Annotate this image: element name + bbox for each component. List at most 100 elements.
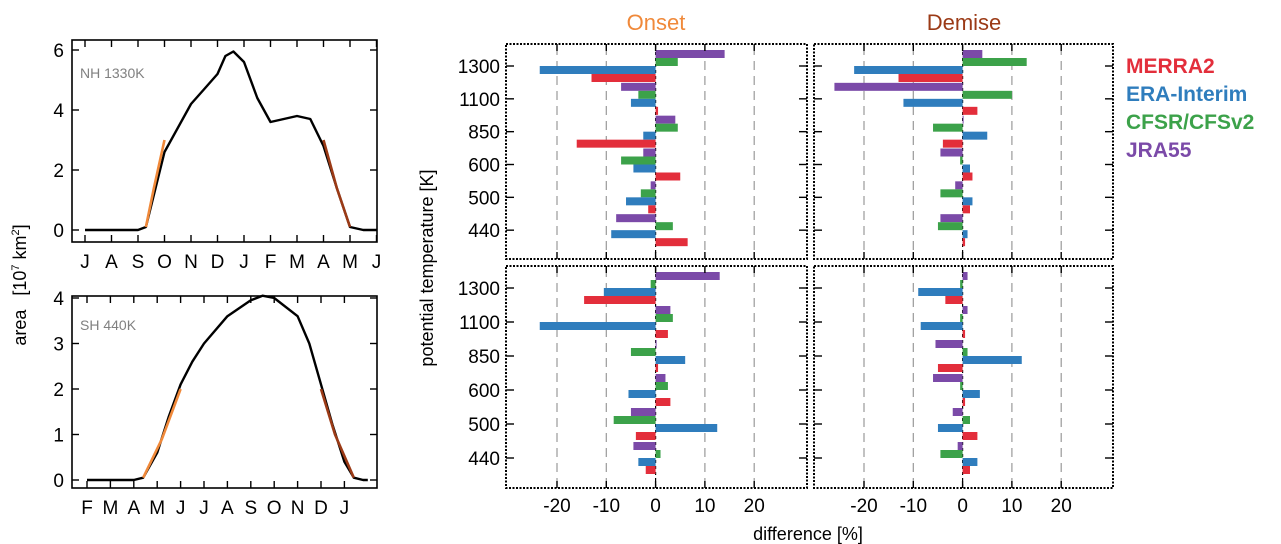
bar-jra55-500 — [955, 181, 963, 190]
difference-bar-panels: 1300 1100 850 600 500 440 1300 1100 850 600 500 440… — [458, 43, 1114, 517]
x-tick-label: J — [176, 498, 186, 519]
demise-top-panel — [813, 43, 1114, 260]
bar-merra2-1100 — [962, 330, 966, 338]
left-ylabel: area[107 km2] — [10, 224, 30, 345]
theta-tick-label: 600 — [468, 381, 500, 402]
y-tick-label: 4 — [53, 101, 64, 122]
theta-tick-label: 850 — [468, 347, 500, 368]
bar-jra55-1300 — [962, 50, 983, 58]
bar-cfsr-cfsv2-500 — [640, 189, 656, 198]
y-tick-label: 1 — [53, 426, 64, 447]
x-tick-label: M — [342, 252, 358, 273]
y-tick-label: 0 — [53, 221, 64, 242]
bar-cfsr-cfsv2-1100 — [638, 90, 656, 99]
diff-tick-label: 0 — [957, 496, 968, 517]
bar-cfsr-cfsv2-440 — [655, 222, 673, 231]
y-tick-label: 2 — [53, 380, 64, 401]
bar-era-interim-1300 — [918, 288, 963, 296]
panel-annotation: NH 1330K — [80, 65, 145, 81]
panel-frame — [71, 295, 378, 489]
bar-era-interim-440 — [638, 458, 656, 466]
theta-tick-label: 500 — [468, 188, 500, 209]
bar-jra55-1100 — [655, 306, 671, 314]
x-tick-label: O — [267, 498, 282, 519]
bar-merra2-850 — [942, 139, 963, 148]
x-tick-label: A — [127, 498, 140, 519]
panel-annotation: SH 440K — [80, 317, 137, 333]
bar-era-interim-1100 — [903, 98, 963, 107]
bar-merra2-1100 — [962, 106, 978, 115]
diff-tick-label: -10 — [900, 496, 927, 517]
bar-cfsr-cfsv2-600 — [655, 382, 668, 390]
bar-merra2-600 — [655, 398, 671, 406]
bar-era-interim-1300 — [539, 66, 656, 74]
bar-era-interim-1300 — [603, 288, 656, 296]
x-tick-label: J — [239, 252, 249, 273]
bar-jra55-850 — [962, 115, 964, 124]
bar-era-interim-440 — [962, 230, 968, 239]
bar-jra55-600 — [643, 148, 656, 157]
bar-cfsr-cfsv2-850 — [962, 348, 968, 356]
bar-jra55-1100 — [621, 82, 656, 91]
bar-cfsr-cfsv2-600 — [621, 156, 656, 165]
bar-cfsr-cfsv2-500 — [940, 189, 963, 198]
theta-tick-label: 440 — [468, 221, 500, 242]
y-tick-label: 4 — [53, 289, 64, 310]
bar-jra55-600 — [655, 374, 666, 382]
y-tick-labels: 0 1 2 3 4 — [53, 289, 377, 492]
bar-merra2-1300 — [591, 74, 656, 82]
bar-cfsr-cfsv2-1300 — [962, 58, 1027, 66]
y-tick-label: 6 — [53, 41, 64, 62]
onset-line — [142, 388, 182, 479]
diff-tick-label: 10 — [1001, 496, 1022, 517]
x-tick-label: M — [149, 498, 165, 519]
series-lines — [87, 294, 368, 482]
bar-era-interim-850 — [655, 356, 686, 364]
bar-merra2-850 — [655, 364, 659, 372]
bar-era-interim-1100 — [920, 322, 963, 330]
legend-jra55: JRA55 — [1126, 139, 1192, 162]
bar-jra55-1100 — [962, 306, 968, 314]
theta-tick-label: 440 — [468, 449, 500, 470]
bar-era-interim-850 — [643, 131, 656, 140]
panel-frame — [813, 43, 1114, 260]
bar-jra55-1300 — [655, 272, 720, 280]
bar-merra2-1300 — [945, 296, 963, 304]
bar-merra2-500 — [962, 432, 978, 440]
demise-line — [319, 388, 355, 479]
bar-era-interim-440 — [962, 458, 978, 466]
panel-frame — [505, 43, 808, 260]
x-axis-label: difference [%] — [753, 524, 863, 544]
bar-jra55-500 — [650, 181, 656, 190]
bar-jra55-440 — [616, 214, 656, 223]
onset-bottom-panel: 1300 1100 850 600 500 440 -20 -10 0 10 20 — [458, 265, 808, 517]
diff-tick-label: 20 — [1051, 496, 1072, 517]
theta-tick-label: 500 — [468, 415, 500, 436]
y-tick-label: 0 — [53, 471, 64, 492]
diff-tick-label: -10 — [593, 496, 620, 517]
diff-tick-label: 0 — [650, 496, 661, 517]
bar-merra2-440 — [962, 466, 970, 474]
bar-jra55-850 — [935, 340, 963, 348]
bar-era-interim-1100 — [539, 322, 656, 330]
bar-cfsr-cfsv2-1100 — [962, 90, 1012, 99]
bar-merra2-600 — [962, 172, 973, 181]
bar-jra55-440 — [957, 442, 963, 450]
x-tick-label: D — [211, 252, 225, 273]
x-tick-label: J — [80, 252, 90, 273]
legend-merra2: MERRA2 — [1126, 55, 1215, 78]
panel-frame — [813, 265, 1114, 489]
bar-merra2-850 — [937, 364, 963, 372]
x-tick-label: S — [244, 498, 257, 519]
bar-era-interim-850 — [962, 356, 1022, 364]
bar-cfsr-cfsv2-500 — [962, 416, 970, 424]
bar-cfsr-cfsv2-1300 — [655, 58, 678, 66]
theta-tick-label: 1100 — [459, 90, 500, 111]
bar-cfsr-cfsv2-600 — [960, 156, 963, 165]
onset-line — [144, 139, 166, 228]
bar-cfsr-cfsv2-1100 — [960, 314, 963, 322]
theta-tick-label: 1300 — [458, 279, 500, 300]
bar-merra2-440 — [962, 238, 966, 247]
